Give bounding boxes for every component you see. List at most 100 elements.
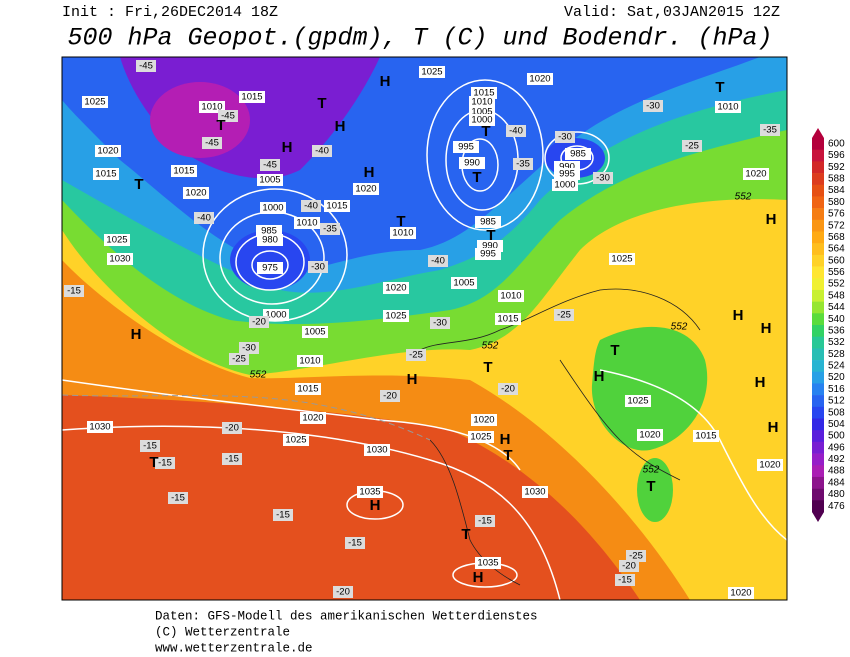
init-time: Init : Fri,26DEC2014 18Z [62, 4, 278, 21]
temperature-label-box [430, 317, 450, 329]
temperature-label: -25 [629, 551, 643, 562]
isobar-label-box [82, 96, 108, 108]
pressure-center: T [481, 123, 490, 140]
pressure-center: H [761, 320, 772, 337]
height-contour-label: 552 [250, 370, 267, 381]
isobar-label-box [357, 486, 383, 498]
isobar-label: 990 [464, 158, 480, 169]
isobar-label: 985 [570, 149, 586, 160]
map-title: 500 hPa Geopot.(gpdm), T (C) und Bodendr… [67, 24, 772, 53]
isobar-label-box [324, 200, 350, 212]
pressure-center: T [610, 342, 619, 359]
temperature-label: -25 [232, 354, 246, 365]
temperature-label: -20 [252, 317, 266, 328]
temperature-label: -45 [139, 61, 153, 72]
isobar-label-box [300, 412, 326, 424]
pressure-center: T [472, 169, 481, 186]
isobar-label: 1025 [385, 311, 406, 322]
temperature-label: -15 [276, 510, 290, 521]
pressure-center: T [715, 79, 724, 96]
isobar-label: 1025 [84, 97, 105, 108]
isobar-label-box [107, 253, 133, 265]
colorbar-swatch [812, 254, 824, 267]
isobar-label: 1025 [611, 254, 632, 265]
isobar-label-box [637, 429, 663, 441]
pressure-center: H [282, 139, 293, 156]
temperature-label: -45 [221, 111, 235, 122]
temperature-label-box [345, 537, 365, 549]
temperature-label-box [554, 309, 574, 321]
colorbar-swatch [812, 348, 824, 361]
colorbar-arrow-bottom [812, 512, 824, 522]
isobar-label-box [625, 395, 651, 407]
colorbar-swatch [812, 208, 824, 221]
temperature-label: -40 [197, 213, 211, 224]
isobar-label: 1020 [473, 415, 494, 426]
isobar-label: 1025 [470, 432, 491, 443]
colorbar-swatch [812, 196, 824, 209]
colorbar-swatch [812, 231, 824, 244]
temperature-label-box [380, 390, 400, 402]
isobar-label: 1000 [471, 115, 492, 126]
temperature-label: -30 [646, 101, 660, 112]
pressure-center: H [407, 371, 418, 388]
isobar-label-box [453, 141, 479, 153]
colorbar-swatch [812, 476, 824, 489]
temperature-label-box [155, 457, 175, 469]
isobar-label-box [257, 234, 283, 246]
isobar-label: 1000 [554, 180, 575, 191]
isobar-label-box [260, 202, 286, 214]
pressure-center: H [335, 118, 346, 135]
isobar-label-box [475, 557, 501, 569]
colorbar-swatch [812, 289, 824, 302]
colorbar-swatch [812, 441, 824, 454]
pressure-center: T [646, 478, 655, 495]
isobar-label: 1025 [421, 67, 442, 78]
isobar-label-box [257, 174, 283, 186]
isobar-label: 1020 [302, 413, 323, 424]
isobar-label: 1000 [262, 203, 283, 214]
temperature-label-box [475, 515, 495, 527]
isobar-label-box [565, 148, 591, 160]
colorbar-label: 548 [828, 290, 845, 301]
temperature-label: -20 [383, 391, 397, 402]
isobar-label: 1015 [326, 201, 347, 212]
isobar-label: 1020 [639, 430, 660, 441]
pressure-center: H [364, 164, 375, 181]
isobar-label: 985 [480, 217, 496, 228]
colorbar-swatch [812, 149, 824, 162]
isobar-label: 1030 [109, 254, 130, 265]
colorbar-swatch [812, 488, 824, 501]
isobar-label-box [364, 444, 390, 456]
pressure-center: T [483, 359, 492, 376]
colorbar-swatch [812, 360, 824, 373]
pressure-center: H [500, 431, 511, 448]
map-frame [61, 56, 788, 601]
height-contour-label: 552 [735, 192, 752, 203]
isobar-label: 1005 [471, 107, 492, 118]
footer-line: www.wetterzentrale.de [155, 641, 313, 655]
colorbar-label: 500 [828, 431, 845, 442]
isobar-label-box [183, 187, 209, 199]
temperature-label: -15 [225, 454, 239, 465]
temperature-label: -45 [263, 160, 277, 171]
temperature-label-box [555, 131, 575, 143]
isobar-label: 1000 [265, 310, 286, 321]
isobar-label: 990 [482, 241, 498, 252]
temperature-label-box [320, 223, 340, 235]
temperature-label: -15 [143, 441, 157, 452]
colorbar-label: 532 [828, 337, 845, 348]
colorbar-swatch [812, 266, 824, 279]
isobar-label: 1020 [385, 283, 406, 294]
isobar-label-box [383, 310, 409, 322]
colorbar-arrow-top [812, 128, 824, 138]
isobar-label-box [715, 101, 741, 113]
pressure-center: T [134, 176, 143, 193]
isobar-label: 1010 [299, 356, 320, 367]
colorbar-swatch [812, 161, 824, 174]
pressure-center: H [131, 326, 142, 343]
temperature-label-box [168, 492, 188, 504]
temperature-label-box [260, 159, 280, 171]
temperature-label-box [760, 124, 780, 136]
isobar-label: 1015 [497, 314, 518, 325]
